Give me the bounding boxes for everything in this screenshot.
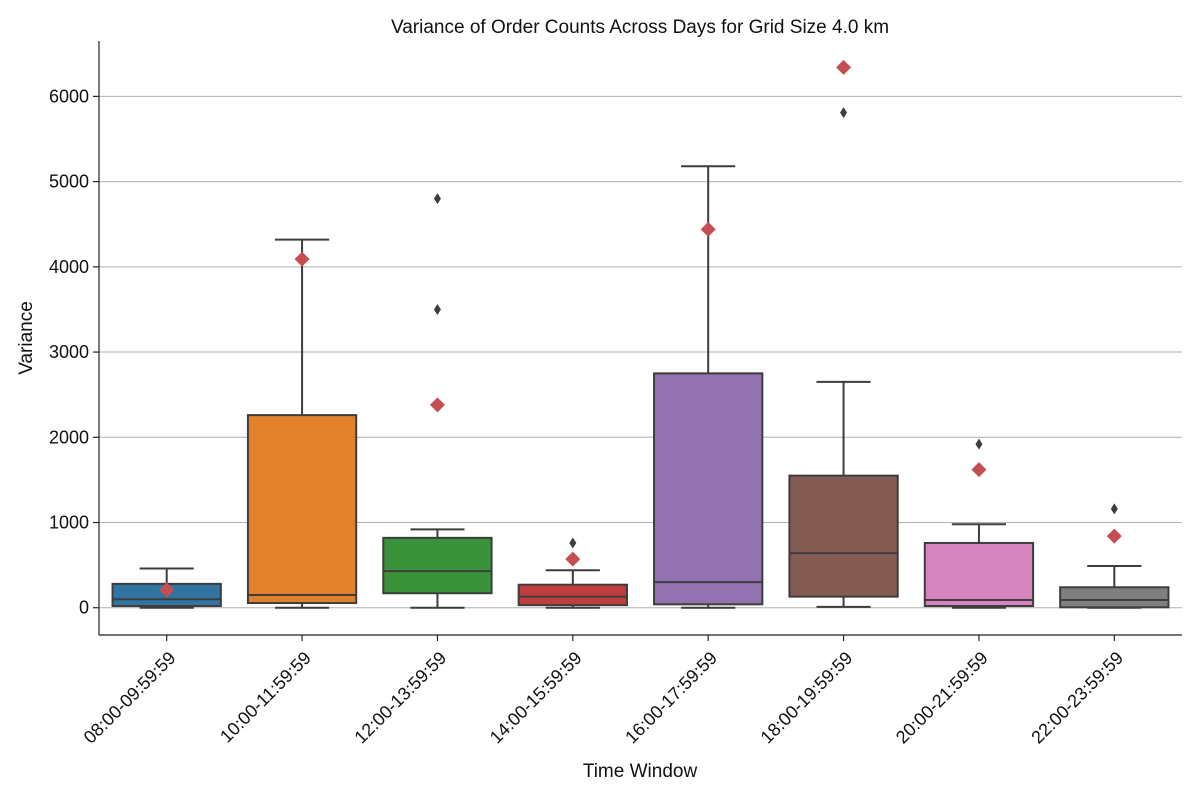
box-iqr [517,583,628,607]
x-tick-label: 10:00-11:59:59 [216,648,315,747]
box-iqr [1059,586,1170,609]
x-axis-label: Time Window [583,761,698,782]
y-tick-label: 6000 [49,86,89,106]
mean-marker [971,462,987,478]
box-group [382,193,493,609]
axes: 0 1000 2000 3000 4000 5000 6000 08:00-09:59:59 1… [49,41,1182,747]
box-group [788,59,899,608]
boxes-layer [111,59,1170,609]
y-tick-label: 5000 [49,172,89,192]
x-tick-label: 08:00-09:59:59 [80,648,180,748]
y-axis-label: Variance [16,301,37,375]
outlier-point [1110,503,1118,515]
x-tick-label: 14:00-15:59:59 [486,648,586,748]
box-iqr [382,536,493,595]
mean-marker [294,251,310,267]
box-iqr [246,414,358,605]
outlier-point [975,438,983,450]
box-iqr [923,541,1035,608]
outlier-point [569,537,577,549]
mean-marker [565,551,581,567]
box-iqr [788,474,899,598]
box-group [1059,503,1170,609]
y-tick-label: 4000 [49,257,89,277]
outlier-point [433,303,441,315]
box-group [517,537,628,609]
outlier-point [840,107,848,119]
y-tick-label: 1000 [49,513,89,533]
box-iqr [653,372,764,606]
mean-marker [836,59,852,75]
x-tick-label: 12:00-13:59:59 [350,648,450,748]
box-group [111,567,222,609]
box-group [653,165,764,609]
mean-marker [1106,528,1122,544]
box-group [923,438,1035,609]
y-tick-label: 2000 [49,427,89,447]
x-tick-label: 20:00-21:59:59 [892,648,992,748]
outlier-point [433,193,441,205]
x-tick-label: 16:00-17:59:59 [621,648,721,748]
box-group [246,238,358,609]
mean-marker [700,221,716,237]
mean-marker [429,397,445,413]
mean-marker [159,582,175,598]
y-tick-label: 3000 [49,342,89,362]
chart-title: Variance of Order Counts Across Days for… [391,17,889,38]
x-tick-label: 22:00-23:59:59 [1027,648,1127,748]
x-tick-label: 18:00-19:59:59 [757,648,857,748]
y-tick-label: 0 [79,598,89,618]
